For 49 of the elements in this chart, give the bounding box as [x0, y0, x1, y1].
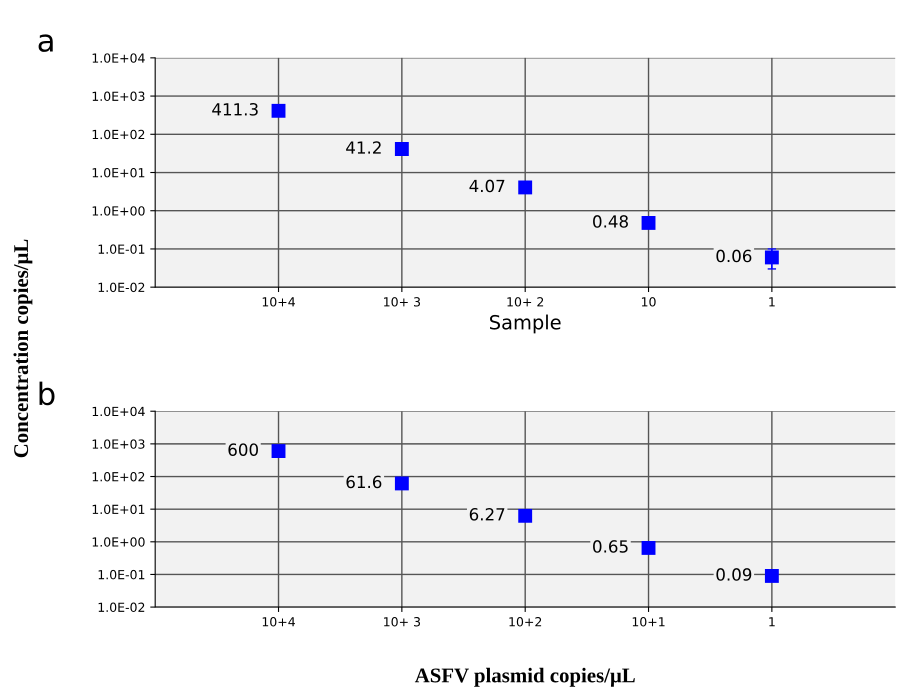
- y-tick-label: 1.0E+00: [92, 537, 145, 547]
- point: [764, 568, 779, 583]
- y-tick-label: 1.0E-02: [98, 282, 144, 292]
- y-tick-label: 1.0E-01: [98, 244, 144, 254]
- x-tick-label: 10+ 3: [384, 297, 420, 307]
- data-label: 6.27: [470, 508, 504, 521]
- y-tick-label: 1.0E+04: [92, 406, 145, 416]
- y-tick-label: 1.0E+03: [92, 439, 144, 449]
- y-tick-label: 1.0E+01: [92, 168, 144, 178]
- y-axis-title: Concentration copies/μL: [13, 240, 32, 458]
- x-axis-title: ASFV plasmid copies/μL: [414, 668, 635, 687]
- data-label: 0.48: [593, 215, 628, 228]
- x-axis-title: Sample: [490, 314, 561, 334]
- x-tick-label: 10+2: [509, 617, 542, 626]
- data-label: 0.65: [593, 540, 628, 553]
- point: [272, 444, 286, 458]
- data-label: 41.2: [346, 141, 381, 154]
- y-tick-label: 1.0E+02: [92, 130, 144, 140]
- x-tick-label: 1: [769, 617, 775, 626]
- y-tick-label: 1.0E-02: [98, 602, 144, 612]
- point: [394, 142, 409, 156]
- x-tick-label: 10+4: [262, 617, 295, 626]
- x-tick-label: 10: [642, 297, 656, 307]
- x-tick-label: 10+4: [262, 297, 295, 307]
- chart-title: a: [38, 34, 53, 52]
- point: [642, 540, 656, 555]
- point: [642, 216, 656, 230]
- y-tick-label: 1.0E-01: [98, 570, 144, 580]
- point: [272, 104, 286, 118]
- point: [764, 250, 779, 264]
- chart-title: b: [40, 382, 55, 406]
- x-tick-label: 1: [769, 297, 775, 306]
- point: [518, 508, 532, 523]
- data-label: 61.6: [346, 476, 382, 488]
- data-label: 4.07: [469, 180, 504, 192]
- y-tick-label: 1.0E+02: [92, 472, 144, 482]
- x-tick-label: 10+1: [632, 617, 665, 626]
- data-label: 600: [228, 443, 258, 456]
- x-tick-label: 10+ 2: [507, 297, 544, 307]
- y-tick-label: 1.0E+01: [92, 504, 144, 514]
- y-tick-label: 1.0E+00: [92, 206, 145, 216]
- point: [394, 476, 409, 490]
- x-tick-label: 10+ 3: [384, 617, 420, 626]
- data-label: 411.3: [212, 103, 258, 116]
- data-label: 0.06: [716, 250, 752, 262]
- point: [518, 180, 532, 194]
- y-tick-label: 1.0E+03: [92, 92, 144, 101]
- y-tick-label: 1.0E+04: [92, 53, 145, 63]
- data-label: 0.09: [716, 568, 752, 581]
